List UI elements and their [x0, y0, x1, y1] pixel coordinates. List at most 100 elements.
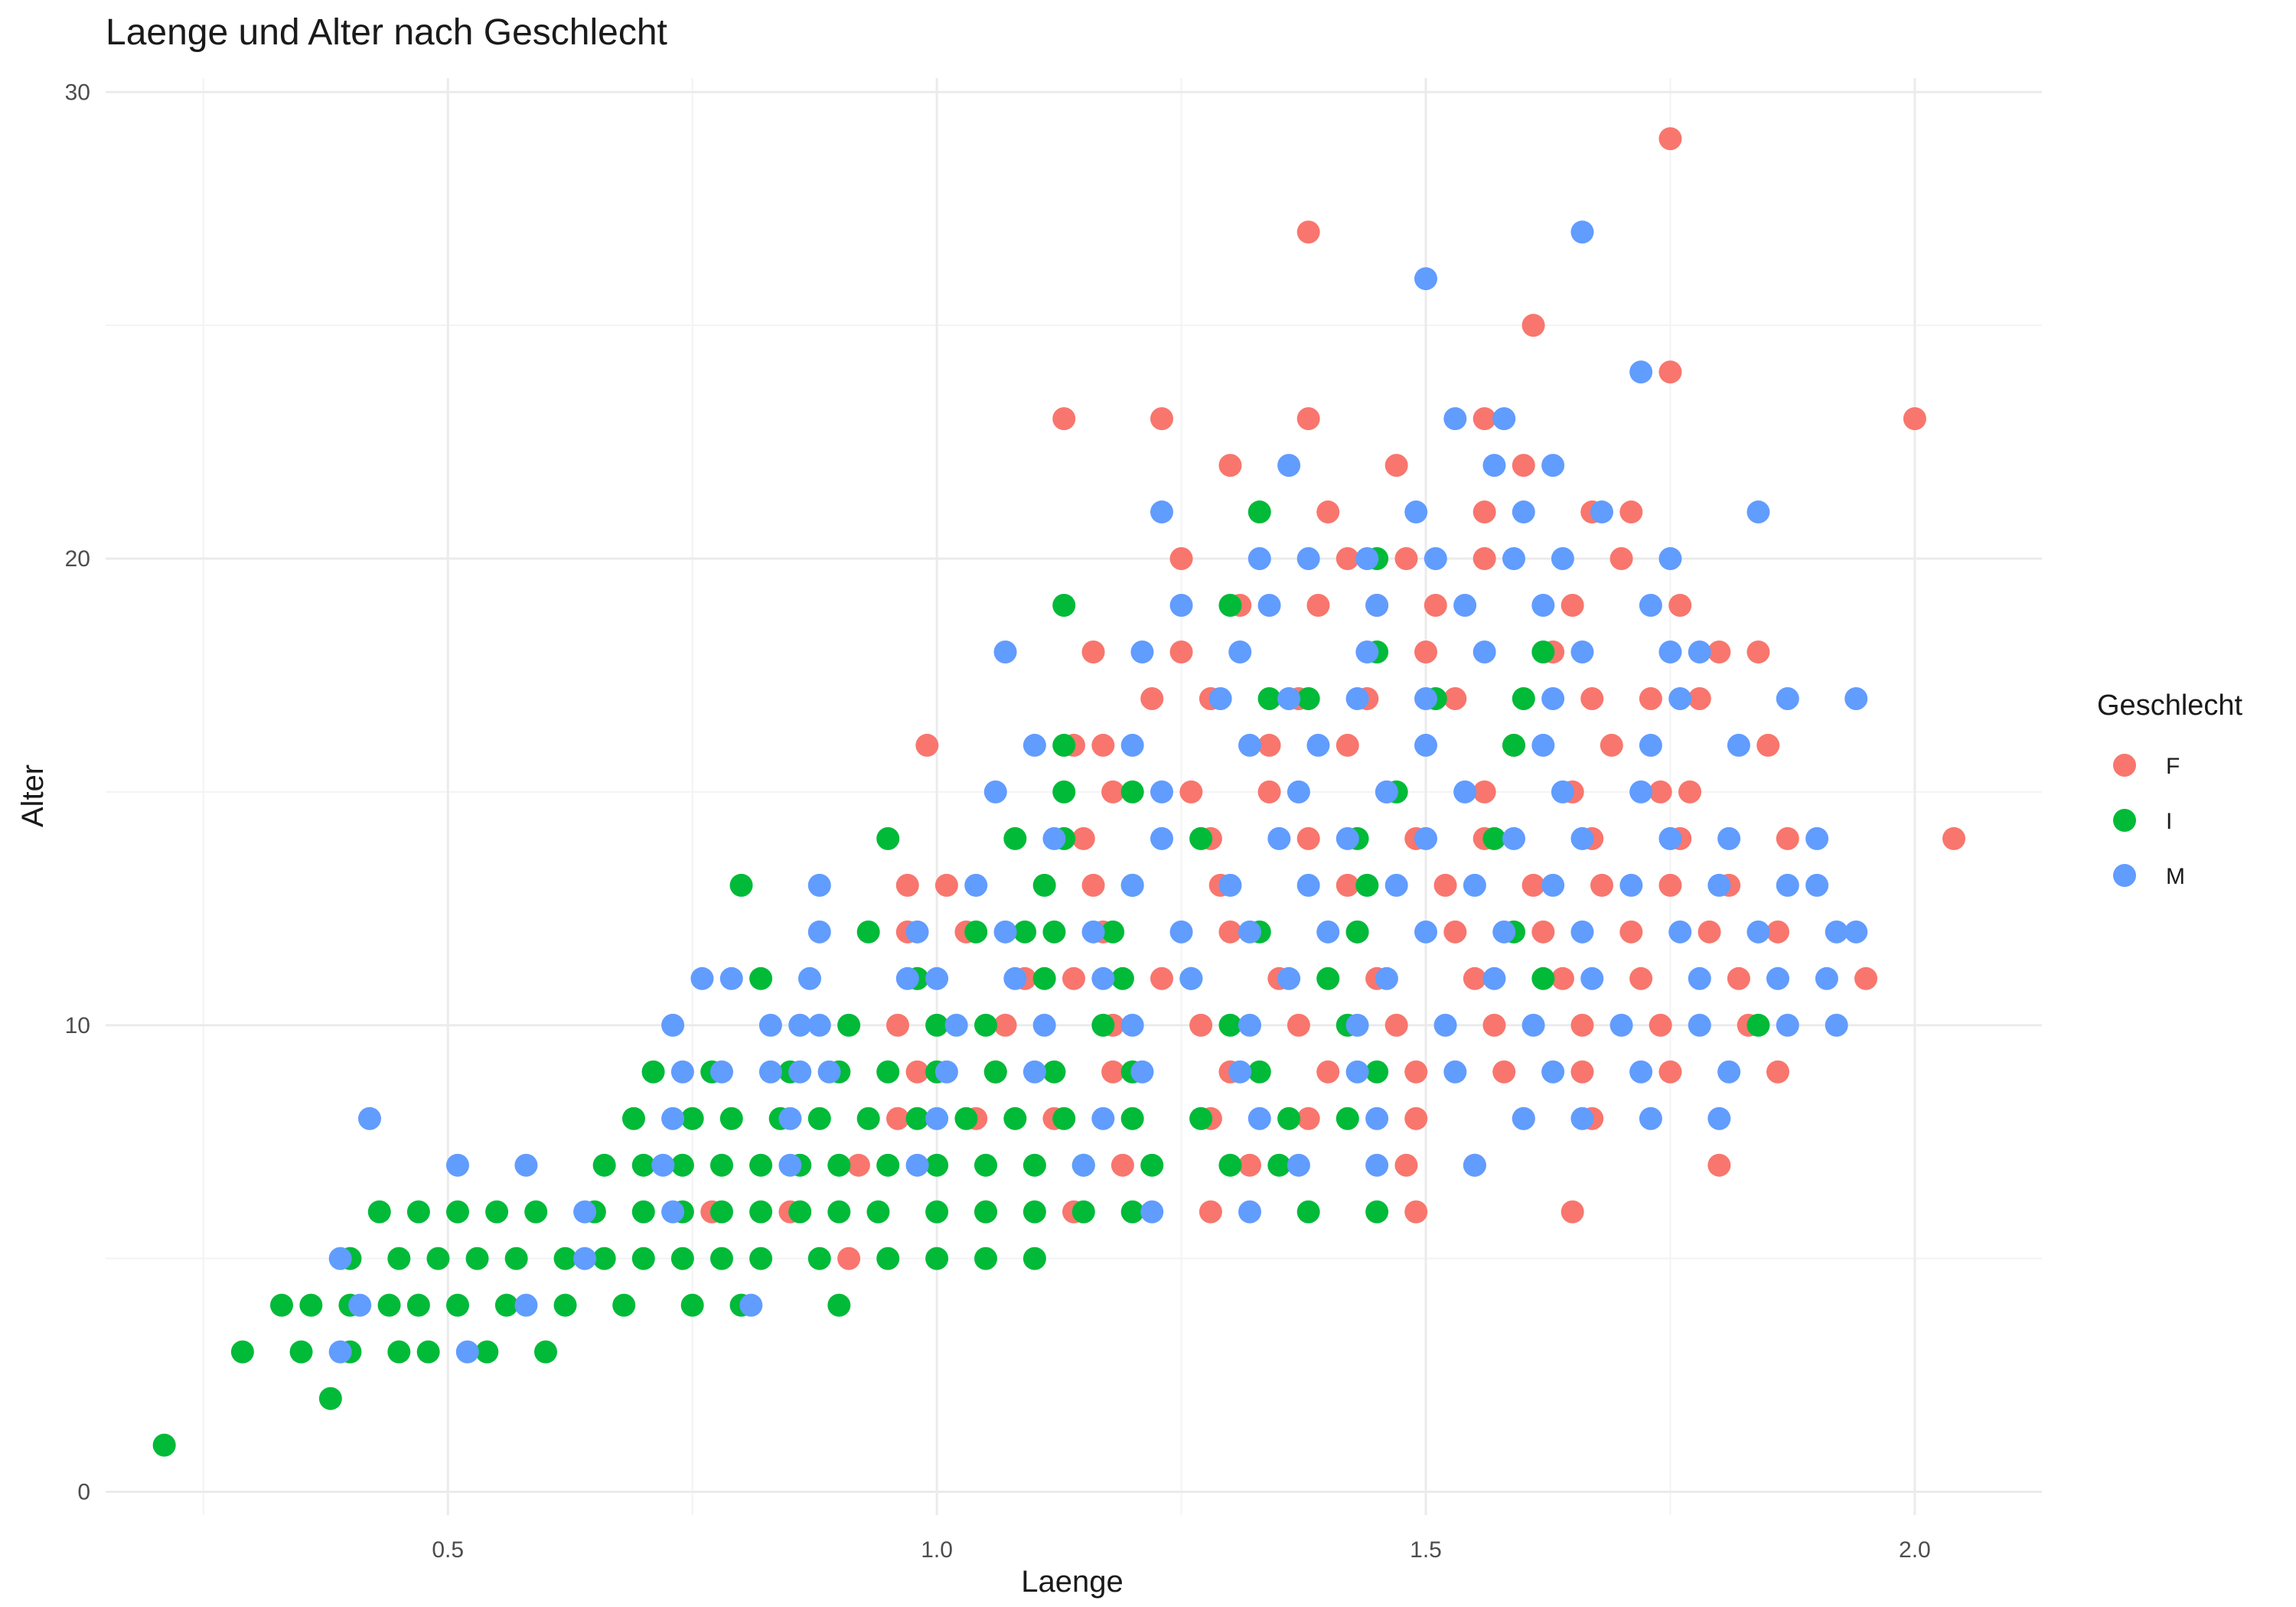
- data-point: [1688, 686, 1711, 710]
- data-point: [1521, 1013, 1545, 1037]
- data-point: [758, 1013, 782, 1037]
- data-point: [1316, 500, 1340, 524]
- data-point: [1336, 733, 1359, 757]
- data-point: [807, 1107, 831, 1130]
- data-point: [1120, 780, 1144, 804]
- data-point: [1668, 920, 1692, 944]
- data-point: [807, 1247, 831, 1270]
- data-point: [1169, 594, 1193, 618]
- data-point: [1492, 920, 1516, 944]
- y-tick-label: 30: [65, 80, 90, 105]
- data-point: [514, 1153, 538, 1177]
- data-point: [778, 1107, 802, 1130]
- data-point: [1746, 1013, 1770, 1037]
- data-point: [1296, 873, 1320, 897]
- data-point: [1619, 873, 1643, 897]
- data-point: [1336, 873, 1359, 897]
- data-point: [1101, 920, 1125, 944]
- legend-key-F: [2113, 754, 2136, 777]
- data-point: [1658, 826, 1682, 850]
- data-point: [318, 1387, 342, 1410]
- data-point: [1482, 454, 1506, 478]
- data-point: [1062, 966, 1085, 990]
- data-point: [1903, 407, 1926, 431]
- data-point: [1600, 733, 1623, 757]
- data-point: [1766, 1060, 1789, 1084]
- data-point: [553, 1247, 577, 1270]
- data-point: [1032, 1013, 1056, 1037]
- data-point: [1707, 1153, 1731, 1177]
- data-point: [1052, 780, 1076, 804]
- data-point: [670, 1247, 694, 1270]
- data-point: [1150, 966, 1173, 990]
- data-point: [1071, 1200, 1095, 1224]
- data-point: [1443, 686, 1467, 710]
- x-tick-label: 1.5: [1410, 1537, 1442, 1563]
- data-point: [1570, 1060, 1594, 1084]
- data-point: [964, 873, 988, 897]
- data-point: [1668, 594, 1692, 618]
- data-point: [1551, 547, 1574, 571]
- data-point: [1296, 826, 1320, 850]
- data-point: [1424, 547, 1447, 571]
- data-point: [807, 920, 831, 944]
- data-point: [974, 1200, 997, 1224]
- data-point: [367, 1200, 391, 1224]
- data-point: [1698, 920, 1721, 944]
- data-point: [719, 1107, 743, 1130]
- data-point: [719, 966, 743, 990]
- data-point: [1140, 1153, 1164, 1177]
- data-point: [1844, 686, 1868, 710]
- data-point: [1942, 826, 1965, 850]
- data-point: [1120, 1200, 1144, 1224]
- data-point: [1531, 920, 1555, 944]
- data-point: [1521, 873, 1545, 897]
- data-point: [876, 1153, 900, 1177]
- data-point: [475, 1340, 499, 1364]
- data-point: [1306, 594, 1330, 618]
- data-point: [1707, 1107, 1731, 1130]
- data-point: [1296, 547, 1320, 571]
- data-point: [1042, 826, 1066, 850]
- data-point: [1022, 1060, 1046, 1084]
- x-tick-label: 1.0: [921, 1537, 953, 1563]
- data-point: [1189, 826, 1213, 850]
- data-point: [827, 1153, 851, 1177]
- data-point: [592, 1247, 616, 1270]
- data-point: [1629, 1060, 1653, 1084]
- data-point: [1433, 873, 1457, 897]
- data-point: [416, 1340, 440, 1364]
- data-point: [983, 1060, 1007, 1084]
- data-point: [485, 1200, 509, 1224]
- data-point: [1296, 686, 1320, 710]
- data-point: [651, 1153, 675, 1177]
- data-point: [1091, 733, 1115, 757]
- data-point: [710, 1153, 733, 1177]
- data-point: [1169, 920, 1193, 944]
- data-point: [1688, 966, 1711, 990]
- data-point: [690, 966, 714, 990]
- data-point: [1150, 826, 1173, 850]
- data-point: [1169, 547, 1193, 571]
- data-point: [1473, 407, 1496, 431]
- data-point: [1091, 966, 1115, 990]
- data-point: [1688, 1013, 1711, 1037]
- data-point: [1277, 966, 1301, 990]
- data-point: [1384, 1013, 1408, 1037]
- data-point: [230, 1340, 254, 1364]
- data-point: [925, 1247, 949, 1270]
- data-point: [1150, 780, 1173, 804]
- data-point: [1150, 500, 1173, 524]
- data-point: [1404, 1107, 1428, 1130]
- data-point: [1512, 500, 1535, 524]
- data-point: [1003, 1107, 1027, 1130]
- data-point: [1130, 1060, 1154, 1084]
- data-point: [661, 1013, 685, 1037]
- data-point: [1512, 454, 1535, 478]
- data-point: [1629, 780, 1653, 804]
- data-point: [553, 1293, 577, 1317]
- y-tick-label: 10: [65, 1013, 90, 1038]
- data-point: [1081, 873, 1105, 897]
- data-point: [905, 920, 929, 944]
